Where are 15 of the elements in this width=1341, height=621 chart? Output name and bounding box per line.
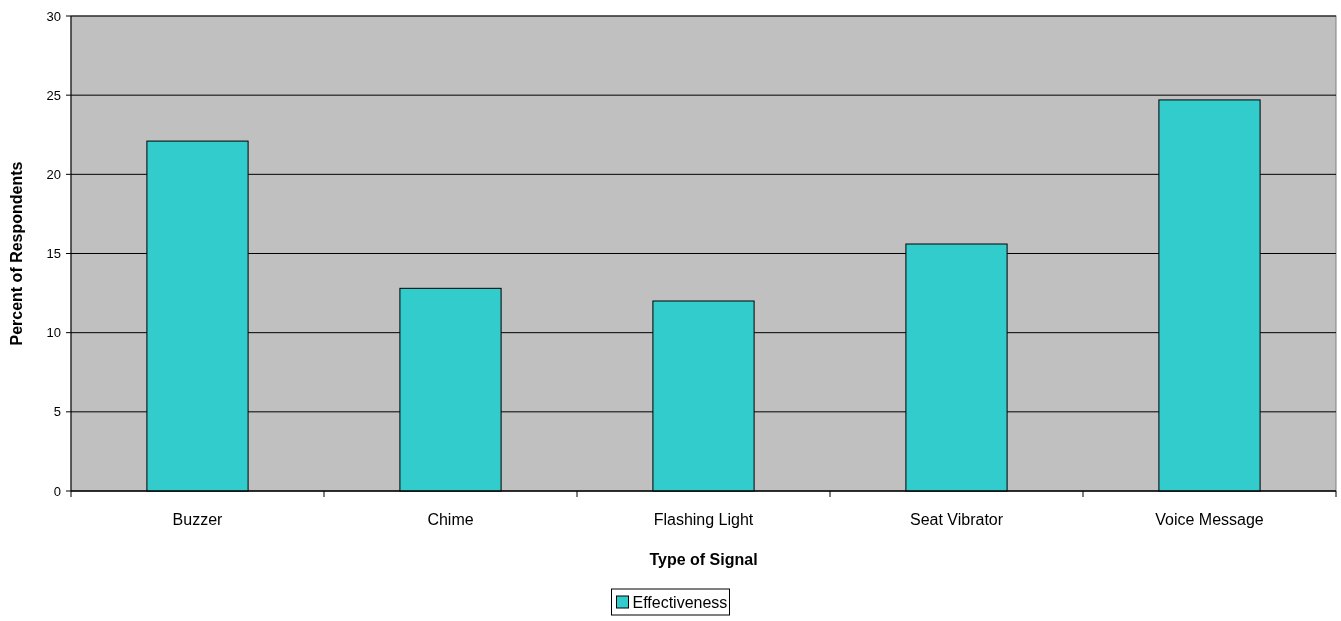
y-axis-title: Percent of Respondents [8,161,25,346]
y-tick-label: 15 [46,246,61,262]
y-tick-label: 20 [46,166,61,182]
x-tick-label: Chime [427,511,474,528]
y-tick-label: 0 [53,483,61,499]
x-tick-label: Buzzer [172,511,224,528]
y-tick-label: 5 [53,404,61,420]
y-tick-label: 10 [46,325,61,341]
x-axis-title: Type of Signal [649,551,758,568]
x-tick-label: Flashing Light [653,511,754,528]
x-tick-label: Voice Message [1155,511,1264,528]
x-tick-label: Seat Vibrator [909,511,1004,528]
y-tick-label: 25 [46,87,61,103]
legend-label: Effectiveness [632,594,728,611]
y-tick-label: 30 [46,8,61,24]
